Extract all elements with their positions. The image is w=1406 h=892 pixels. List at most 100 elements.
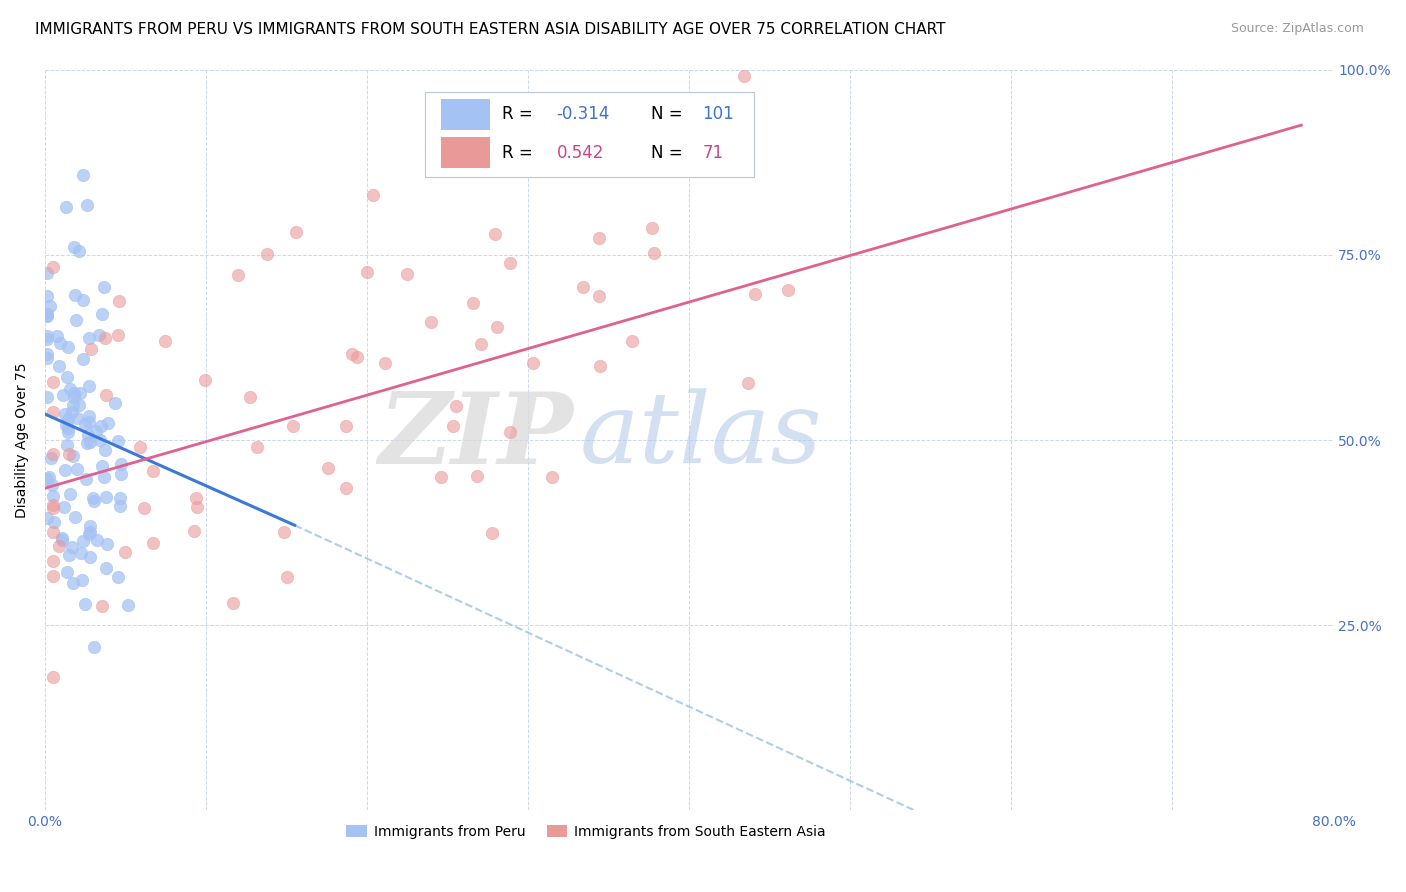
Point <box>155 334 177 348</box>
Point <box>35 328 58 343</box>
Point <box>256 246 278 260</box>
Point <box>430 470 453 484</box>
Point <box>110 467 132 482</box>
Point <box>589 359 612 373</box>
Point <box>82 491 104 505</box>
Point <box>62 398 84 412</box>
Point <box>56 370 79 384</box>
Text: atlas: atlas <box>579 389 823 484</box>
Point <box>72 293 94 307</box>
Point <box>35 351 58 365</box>
Point <box>522 356 544 370</box>
Point <box>73 597 96 611</box>
Point <box>65 313 87 327</box>
Point <box>42 554 65 568</box>
Point <box>48 336 70 351</box>
Point <box>588 289 610 303</box>
Point <box>114 545 136 559</box>
Point <box>96 537 118 551</box>
Point <box>107 434 129 448</box>
Point <box>276 570 298 584</box>
Point <box>77 415 100 429</box>
Point <box>79 550 101 565</box>
Point <box>361 188 384 202</box>
Point <box>186 500 208 514</box>
Point <box>77 527 100 541</box>
Point <box>83 493 105 508</box>
Point <box>58 412 80 426</box>
Point <box>395 267 418 281</box>
Point <box>48 359 70 373</box>
Point <box>58 548 80 562</box>
Point <box>90 307 112 321</box>
Point <box>97 416 120 430</box>
Point <box>318 461 340 475</box>
Point <box>48 539 70 553</box>
Bar <box>440 137 489 168</box>
Point <box>84 424 107 438</box>
Point <box>38 299 60 313</box>
Point <box>72 351 94 366</box>
Point <box>94 561 117 575</box>
Point <box>90 458 112 473</box>
Point <box>42 405 65 419</box>
Point <box>222 596 245 610</box>
Point <box>733 70 755 84</box>
Point <box>776 283 799 297</box>
Point <box>90 418 112 433</box>
Point <box>35 347 58 361</box>
Point <box>108 293 131 308</box>
Point <box>56 438 79 452</box>
Point <box>142 464 165 478</box>
Point <box>465 468 488 483</box>
Point <box>63 240 86 254</box>
Point <box>42 501 65 516</box>
Point <box>59 487 82 501</box>
Point <box>621 334 644 348</box>
Point <box>129 441 152 455</box>
Point <box>60 405 83 419</box>
Point <box>55 418 77 433</box>
Point <box>285 225 308 239</box>
Point <box>62 450 84 464</box>
Point <box>108 491 131 505</box>
Point <box>737 376 759 391</box>
Text: 0.542: 0.542 <box>557 144 605 161</box>
Point <box>335 418 357 433</box>
Point <box>77 331 100 345</box>
Point <box>540 469 562 483</box>
Point <box>42 489 65 503</box>
Point <box>94 443 117 458</box>
Point <box>142 535 165 549</box>
Point <box>35 289 58 303</box>
Point <box>110 457 132 471</box>
Point <box>76 435 98 450</box>
Text: Source: ZipAtlas.com: Source: ZipAtlas.com <box>1230 22 1364 36</box>
Point <box>55 200 77 214</box>
Point <box>69 386 91 401</box>
Point <box>56 340 79 354</box>
Point <box>346 350 368 364</box>
Point <box>183 524 205 538</box>
Point <box>335 482 357 496</box>
Point <box>69 398 91 412</box>
Text: N =: N = <box>651 144 688 161</box>
Point <box>58 420 80 434</box>
Point <box>89 433 111 447</box>
Point <box>89 328 111 343</box>
Point <box>374 356 396 370</box>
Point <box>75 417 97 431</box>
Point <box>63 510 86 524</box>
Point <box>419 315 441 329</box>
Point <box>356 265 378 279</box>
Point <box>91 599 114 613</box>
Point <box>273 524 295 539</box>
Point <box>42 525 65 540</box>
Point <box>246 440 269 454</box>
Point <box>35 511 58 525</box>
Point <box>44 515 66 529</box>
Point <box>107 328 129 343</box>
Point <box>38 470 60 484</box>
Point <box>52 388 75 402</box>
Point <box>66 462 89 476</box>
